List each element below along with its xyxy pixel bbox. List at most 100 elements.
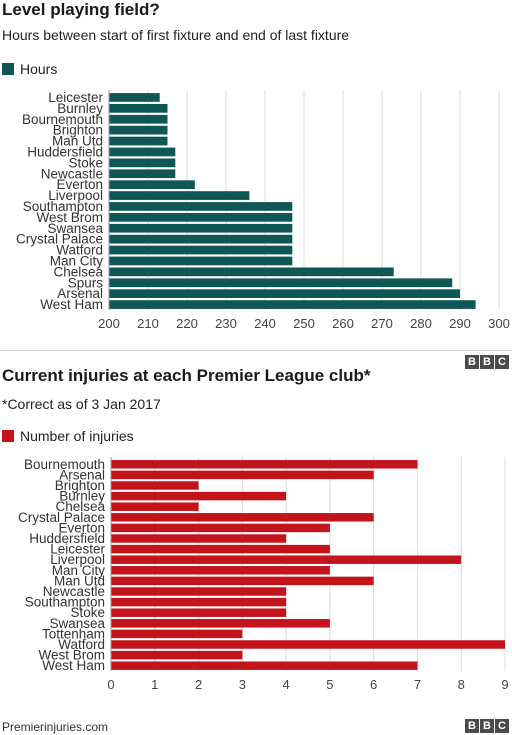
bar: [111, 460, 418, 469]
x-tick-label: 8: [458, 677, 465, 692]
category-label: Swansea: [49, 616, 105, 631]
x-tick-label: 6: [370, 677, 377, 692]
x-tick-label: 220: [176, 316, 198, 331]
bar: [109, 234, 293, 244]
bar: [111, 470, 374, 480]
category-label: Everton: [58, 520, 105, 535]
bar: [109, 114, 168, 124]
x-tick-label: 280: [410, 316, 432, 331]
category-label: Stoke: [68, 155, 103, 170]
chart-panel-injuries: Current injuries at each Premier League …: [0, 366, 512, 716]
bar: [111, 608, 287, 617]
x-tick-label: 9: [501, 677, 508, 692]
legend-swatch: [2, 63, 14, 75]
category-label: Arsenal: [59, 467, 105, 482]
category-label: Man City: [50, 253, 104, 268]
bar: [111, 513, 374, 522]
x-tick-label: 3: [239, 677, 246, 692]
category-label: Liverpool: [48, 188, 103, 203]
category-label: Southampton: [23, 199, 103, 214]
x-tick-label: 210: [137, 316, 159, 331]
legend: Hours: [2, 61, 57, 77]
category-label: Watford: [58, 637, 105, 652]
bar: [109, 191, 250, 200]
bar-chart-injuries: 0 1 2 3 4 5 6 7 8 9 BournemouthArsenalBrightonBurn…: [18, 457, 509, 692]
category-label: Bournemouth: [24, 457, 105, 472]
chart-panel-hours: Level playing field? Hours between start…: [0, 0, 512, 345]
x-tick-label: 1: [151, 677, 158, 692]
bar: [109, 169, 176, 179]
bar: [111, 481, 199, 490]
x-tick-label: 300: [488, 316, 510, 331]
x-tick-label: 7: [414, 677, 421, 692]
category-label: Stoke: [70, 605, 105, 620]
category-label: Crystal Palace: [18, 510, 105, 525]
bar: [109, 223, 293, 233]
category-label: West Brom: [38, 648, 105, 663]
bar: [111, 597, 287, 607]
category-label: West Brom: [36, 210, 103, 225]
category-label: Chelsea: [55, 499, 105, 514]
bar: [109, 278, 453, 288]
bar: [111, 587, 287, 596]
category-label: Newcastle: [43, 584, 105, 599]
bar: [109, 158, 176, 168]
bbc-logo: B B C: [465, 719, 509, 733]
category-label: Tottenham: [42, 626, 105, 641]
x-tick-label: 0: [107, 677, 114, 692]
bar: [109, 300, 476, 309]
bbc-logo: B B C: [465, 355, 509, 369]
category-label: Crystal Palace: [16, 232, 103, 247]
category-label: Watford: [56, 243, 103, 258]
bar: [109, 103, 168, 113]
category-label: Bournemouth: [22, 112, 103, 127]
bar: [109, 267, 394, 277]
bar: [111, 534, 287, 543]
category-label: Southampton: [25, 595, 105, 610]
bar: [109, 125, 168, 135]
bar: [111, 566, 330, 575]
category-label: Newcastle: [41, 166, 103, 181]
bar: [111, 523, 330, 533]
x-tick-label: 260: [332, 316, 354, 331]
bar-chart-hours: 200 210 220 230 240 250 260 270 280 290 300 Leicest…: [16, 90, 510, 331]
bar: [109, 147, 176, 157]
category-label: Man City: [52, 563, 106, 578]
x-tick-label: 290: [449, 316, 471, 331]
x-tick-label: 2: [195, 677, 202, 692]
category-label: Burnley: [57, 101, 103, 116]
x-tick-label: 5: [326, 677, 333, 692]
x-tick-label: 230: [215, 316, 237, 331]
bar: [111, 491, 287, 501]
chart-subtitle: Hours between start of first fixture and…: [2, 27, 350, 43]
bar: [109, 212, 293, 222]
category-label: Chelsea: [53, 264, 103, 279]
bar: [111, 619, 330, 628]
bar: [111, 650, 243, 660]
bar: [111, 640, 505, 649]
category-label: Spurs: [68, 275, 104, 290]
category-label: Huddersfield: [27, 144, 103, 159]
category-label: West Ham: [40, 297, 103, 312]
bar: [111, 544, 330, 554]
x-tick-label: 200: [98, 316, 120, 331]
bar: [111, 661, 418, 670]
x-tick-label: 240: [254, 316, 276, 331]
category-label: Huddersfield: [29, 531, 105, 546]
bar: [109, 256, 293, 266]
legend: Number of injuries: [2, 428, 134, 444]
category-label: Burnley: [59, 489, 105, 504]
x-tick-label: 4: [282, 677, 289, 692]
bar: [111, 555, 462, 564]
category-label: Leicester: [48, 90, 103, 105]
bar: [109, 202, 293, 211]
bar: [109, 289, 460, 299]
bar: [109, 93, 160, 102]
chart-subtitle: *Correct as of 3 Jan 2017: [2, 396, 161, 412]
source-credit: Premierinjuries.com: [2, 720, 109, 734]
legend-swatch: [2, 430, 14, 442]
bar: [109, 245, 293, 255]
chart-title: Current injuries at each Premier League …: [2, 366, 371, 385]
category-label: Leicester: [50, 542, 105, 557]
legend-label: Number of injuries: [20, 428, 134, 444]
